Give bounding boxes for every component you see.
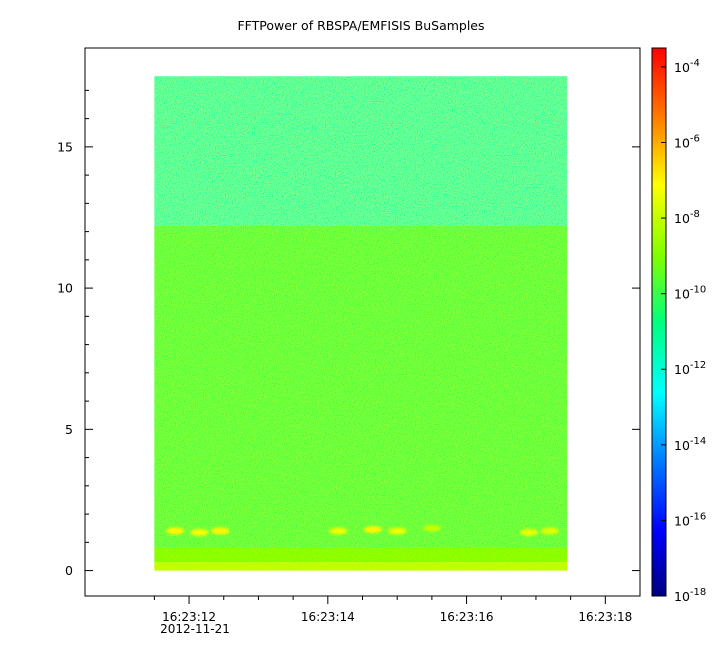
burst-3 [329,527,348,535]
burst-4 [363,526,382,534]
plot-area [84,47,641,597]
y-tick-label-3: 15 [57,139,73,154]
y-tick-label-0: 0 [65,563,73,578]
chart-title: FFTPower of RBSPA/EMFISIS BuSamples [237,18,484,33]
colorbar-tick-exponent-2: -8 [690,209,700,220]
spectrogram-band-0 [154,76,568,226]
colorbar-tick-exponent-6: -16 [690,511,706,522]
colorbar-tick-exponent-5: -14 [690,436,706,447]
colorbar-tick-label-0: 10-4 [674,58,700,75]
spectrogram-band-3 [154,562,568,571]
y-tick-label-2: 10 [57,281,73,296]
colorbar-tick-label-6: 10-16 [674,511,706,528]
burst-7 [520,528,538,536]
x-axis: 16:23:12 16:23:14 16:23:16 16:23:18 [153,596,632,624]
y-axis: 0 5 10 15 [57,89,640,578]
x-tick-label-3: 16:23:18 [578,610,632,624]
colorbar-tick-label-5: 10-14 [674,436,706,453]
burst-8 [540,527,559,535]
x-date-label: 2012-11-21 [160,622,230,636]
colorbar-ticks: 10-4 10-6 10-8 10-10 10-12 10-14 10-16 10-18 [661,58,706,604]
burst-0 [166,527,185,535]
spectrogram-band-2 [154,547,568,563]
colorbar-gradient [651,47,667,597]
colorbar-tick-exponent-7: -18 [690,587,706,598]
colorbar-tick-exponent-4: -12 [690,360,706,371]
spectrogram-bands [154,76,568,571]
colorbar-tick-label-7: 10-18 [674,587,706,604]
colorbar: 10-4 10-6 10-8 10-10 10-12 10-14 10-16 10-18 [651,47,706,604]
colorbar-tick-label-1: 10-6 [674,133,700,150]
x-tick-label-2: 16:23:16 [440,610,494,624]
x-tick-label-1: 16:23:14 [301,610,355,624]
x-tick-label-0: 16:23:12 [162,610,216,624]
burst-2 [211,527,230,535]
colorbar-tick-exponent-3: -10 [690,285,706,296]
burst-6 [422,524,441,532]
burst-5 [388,527,407,535]
colorbar-tick-label-4: 10-12 [674,360,706,377]
burst-1 [190,528,209,536]
colorbar-tick-label-3: 10-10 [674,285,706,302]
y-tick-label-1: 5 [65,422,73,437]
colorbar-tick-exponent-0: -4 [690,58,700,69]
colorbar-tick-label-2: 10-8 [674,209,700,226]
colorbar-tick-exponent-1: -6 [690,133,700,144]
spectrogram-band-1 [154,225,568,548]
spectrogram-bursts [166,524,559,536]
